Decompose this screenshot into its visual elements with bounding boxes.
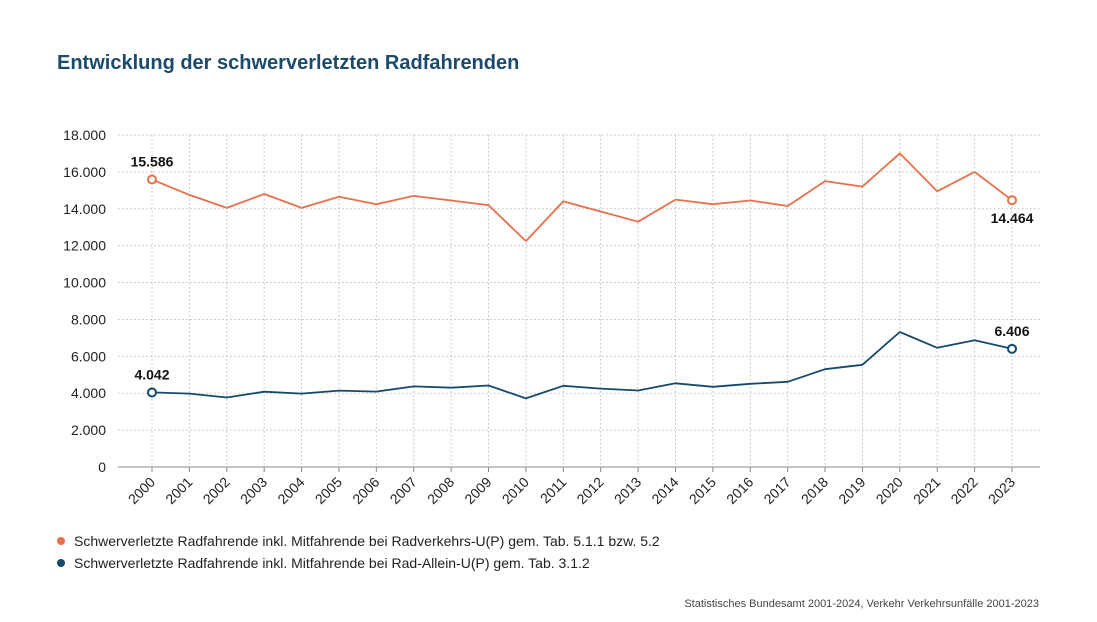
x-tick-label: 2019 <box>835 474 868 507</box>
series-line-1 <box>151 331 1013 400</box>
x-tick-label: 2011 <box>537 474 570 507</box>
y-tick-label: 4.000 <box>71 385 106 401</box>
x-tick-label: 2013 <box>611 474 644 507</box>
x-tick-label: 2018 <box>798 474 831 507</box>
data-label: 15.586 <box>131 154 174 170</box>
legend: Schwerverletzte Radfahrende inkl. Mitfah… <box>57 530 660 574</box>
x-tick-label: 2023 <box>985 474 1018 507</box>
y-tick-label: 8.000 <box>71 311 106 327</box>
x-tick-label: 2005 <box>312 474 345 507</box>
x-tick-label: 2000 <box>125 474 158 507</box>
legend-label-radverkehr: Schwerverletzte Radfahrende inkl. Mitfah… <box>74 533 660 549</box>
x-tick-label: 2016 <box>723 474 756 507</box>
chart-title: Entwicklung der schwerverletzten Radfahr… <box>57 52 520 74</box>
series-marker-0 <box>147 174 157 185</box>
series-marker-1 <box>1007 343 1017 354</box>
legend-marker-rad-allein <box>57 559 65 567</box>
legend-item-radverkehr: Schwerverletzte Radfahrende inkl. Mitfah… <box>57 530 660 552</box>
x-tick-label: 2022 <box>947 474 980 507</box>
legend-item-rad-allein: Schwerverletzte Radfahrende inkl. Mitfah… <box>57 552 660 574</box>
x-tick-label: 2014 <box>648 474 681 507</box>
data-label: 6.406 <box>994 323 1029 339</box>
source-note: Statistisches Bundesamt 2001-2024, Verke… <box>684 598 1039 610</box>
data-label: 4.042 <box>134 366 169 382</box>
x-tick-label: 2010 <box>499 474 532 507</box>
x-tick-label: 2012 <box>573 474 606 507</box>
series-line-0 <box>151 152 1013 243</box>
x-tick-label: 2021 <box>910 474 943 507</box>
y-tick-label: 0 <box>98 459 106 475</box>
x-tick-label: 2007 <box>387 474 420 507</box>
series-marker-1 <box>147 387 157 398</box>
y-tick-label: 12.000 <box>63 238 106 254</box>
x-tick-label: 2020 <box>873 474 906 507</box>
y-tick-label: 16.000 <box>63 164 106 180</box>
x-tick-label: 2006 <box>349 474 382 507</box>
x-tick-label: 2017 <box>760 474 793 507</box>
x-tick-label: 2001 <box>162 474 195 507</box>
series-marker-0 <box>1007 195 1017 206</box>
x-tick-label: 2003 <box>237 474 270 507</box>
y-tick-label: 10.000 <box>63 275 106 291</box>
x-tick-label: 2004 <box>274 474 307 507</box>
data-label: 14.464 <box>991 210 1034 226</box>
y-tick-label: 2.000 <box>71 422 106 438</box>
legend-label-rad-allein: Schwerverletzte Radfahrende inkl. Mitfah… <box>74 555 590 571</box>
x-tick-label: 2015 <box>686 474 719 507</box>
y-tick-label: 14.000 <box>63 201 106 217</box>
y-tick-label: 6.000 <box>71 348 106 364</box>
x-tick-label: 2008 <box>424 474 457 507</box>
x-tick-label: 2009 <box>461 474 494 507</box>
x-tick-label: 2002 <box>200 474 233 507</box>
y-tick-label: 18.000 <box>63 127 106 143</box>
legend-marker-radverkehr <box>57 537 65 545</box>
